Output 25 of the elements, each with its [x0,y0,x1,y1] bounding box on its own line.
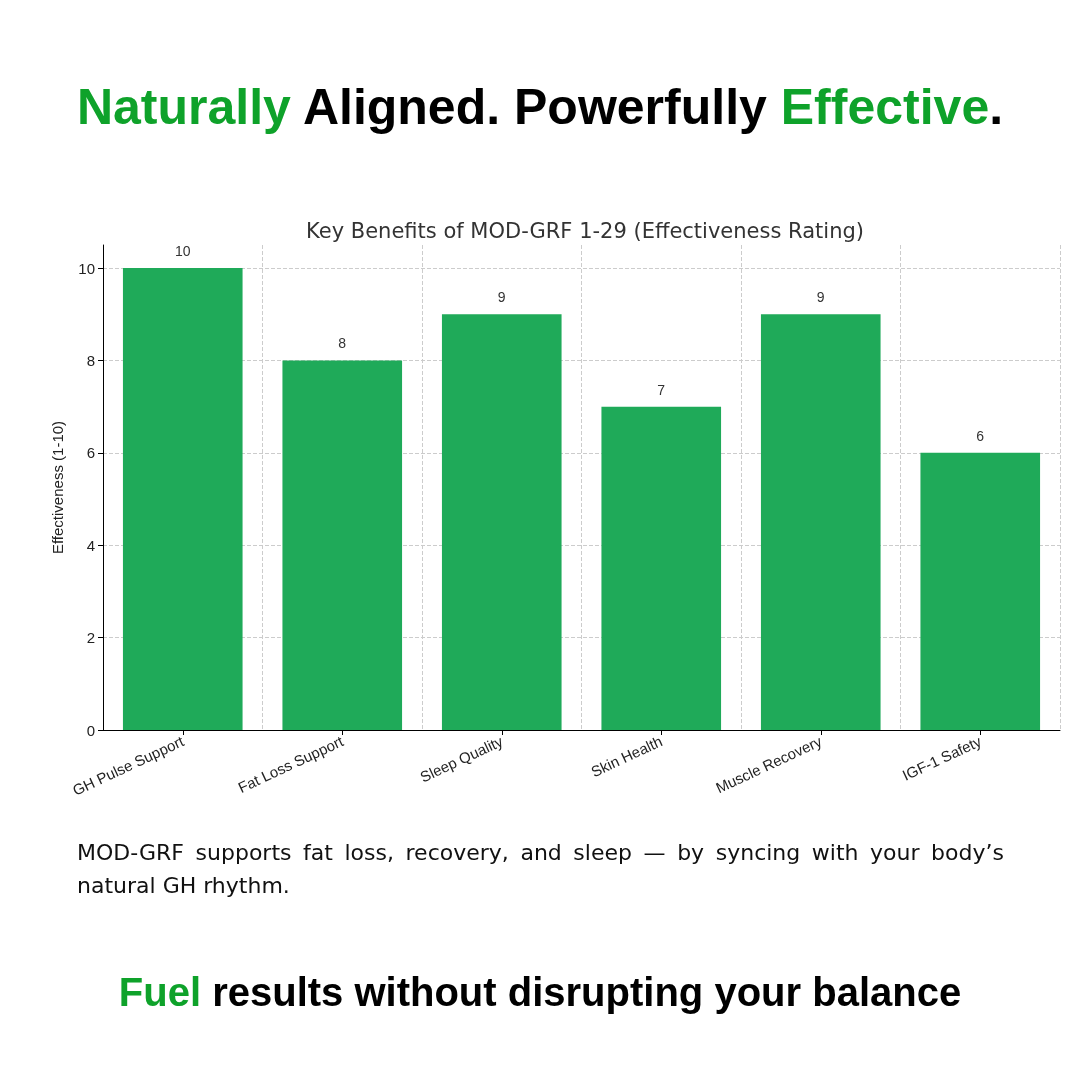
data-label: 9 [816,289,825,306]
text: MOD-GRF supports fat loss, recovery, and sleep — by syncing with your body’s natural GH rhythm. [77,839,1004,900]
bar [760,314,881,730]
data-label: 7 [657,381,666,398]
y-tick-label: 10 [78,259,95,277]
bar [282,360,403,730]
y-tick-label: 2 [86,629,95,647]
bar [920,452,1041,730]
y-tick-label: 6 [86,444,95,462]
text: Fuel results without disrupting your balance [117,970,963,1015]
y-tick-label: 0 [86,721,95,739]
y-tick-label: 8 [86,351,95,369]
y-axis-title: Effectiveness (1-10) [49,420,66,555]
bar [122,268,243,730]
bar [601,406,722,730]
data-label: 10 [174,243,191,260]
bar [441,314,562,730]
chart-subtitle: Key Benefits of MOD-GRF 1-29 (Effectiveness Rating) [306,218,864,243]
data-label: 9 [497,289,506,306]
y-tick-label: 4 [86,536,95,554]
data-label: 6 [976,427,985,444]
data-label: 8 [338,335,347,352]
x-tick-label: IGF-1 Safety [899,732,985,784]
chart-title: Naturally Aligned. Powerfully Effective. [75,78,1005,136]
x-tick-label: Skin Health [588,732,665,781]
